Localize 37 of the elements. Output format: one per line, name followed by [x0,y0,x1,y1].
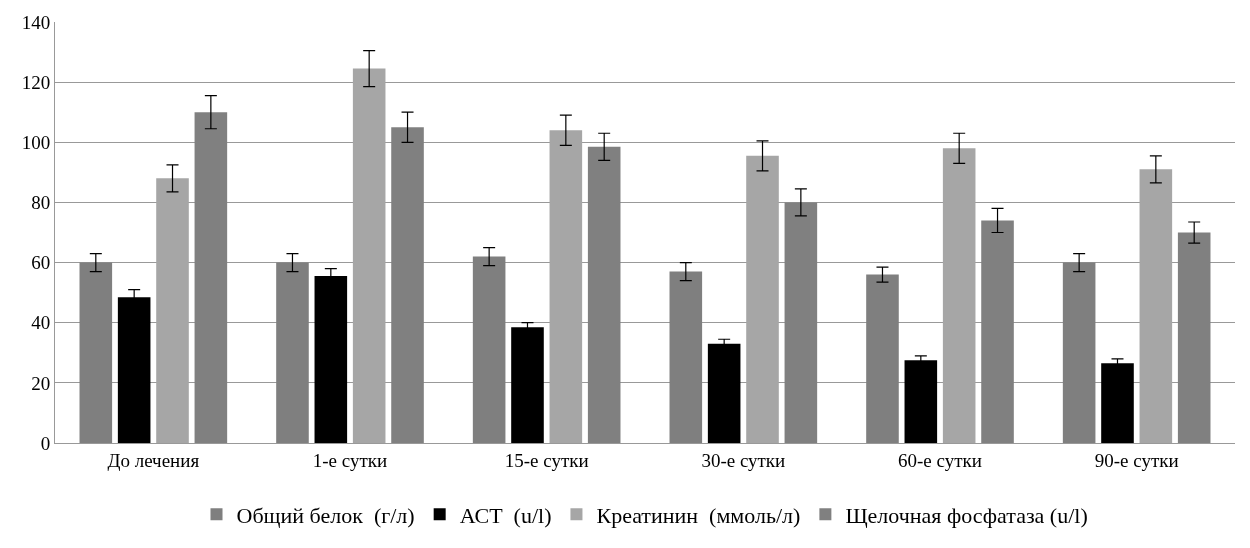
x-tick-label: 60-е сутки [898,449,982,471]
bar [194,112,228,443]
bar [1139,169,1173,443]
y-tick-label: 80 [31,192,51,214]
bar [587,146,621,443]
bar [707,343,741,443]
bar [1062,262,1096,443]
x-tick-label: 1-е сутки [312,449,388,471]
y-tick-label: 120 [21,71,51,93]
bar [669,271,703,443]
y-tick-label: 40 [31,312,51,334]
x-tick-label: 90-е сутки [1094,449,1179,471]
legend-label: Щелочная фосфатаза (u/l) [845,502,1088,528]
legend-label: Общий белок (г/л) [236,502,415,528]
bar [472,256,506,443]
bar [866,274,899,443]
y-tick-label: 100 [21,131,51,153]
bar [549,130,583,443]
bar [746,155,779,443]
bar [1177,232,1211,443]
y-tick-label: 0 [40,432,51,454]
bar [784,202,818,443]
x-tick-label: 30-е сутки [701,449,786,471]
y-tick-label: 60 [31,252,51,274]
y-tick-label: 140 [21,11,51,33]
bar [352,68,386,443]
bar [79,262,113,443]
bar [391,127,424,443]
x-tick-label: 15-е сутки [504,449,589,471]
bar [942,148,976,443]
x-tick-label: До лечения [107,449,200,471]
bar [156,178,189,443]
y-tick-label: 20 [31,372,51,394]
legend-label: Креатинин (ммоль/л) [596,502,801,528]
bar [981,220,1014,443]
legend-label: АСТ (u/l) [459,502,552,528]
bar [276,262,309,443]
